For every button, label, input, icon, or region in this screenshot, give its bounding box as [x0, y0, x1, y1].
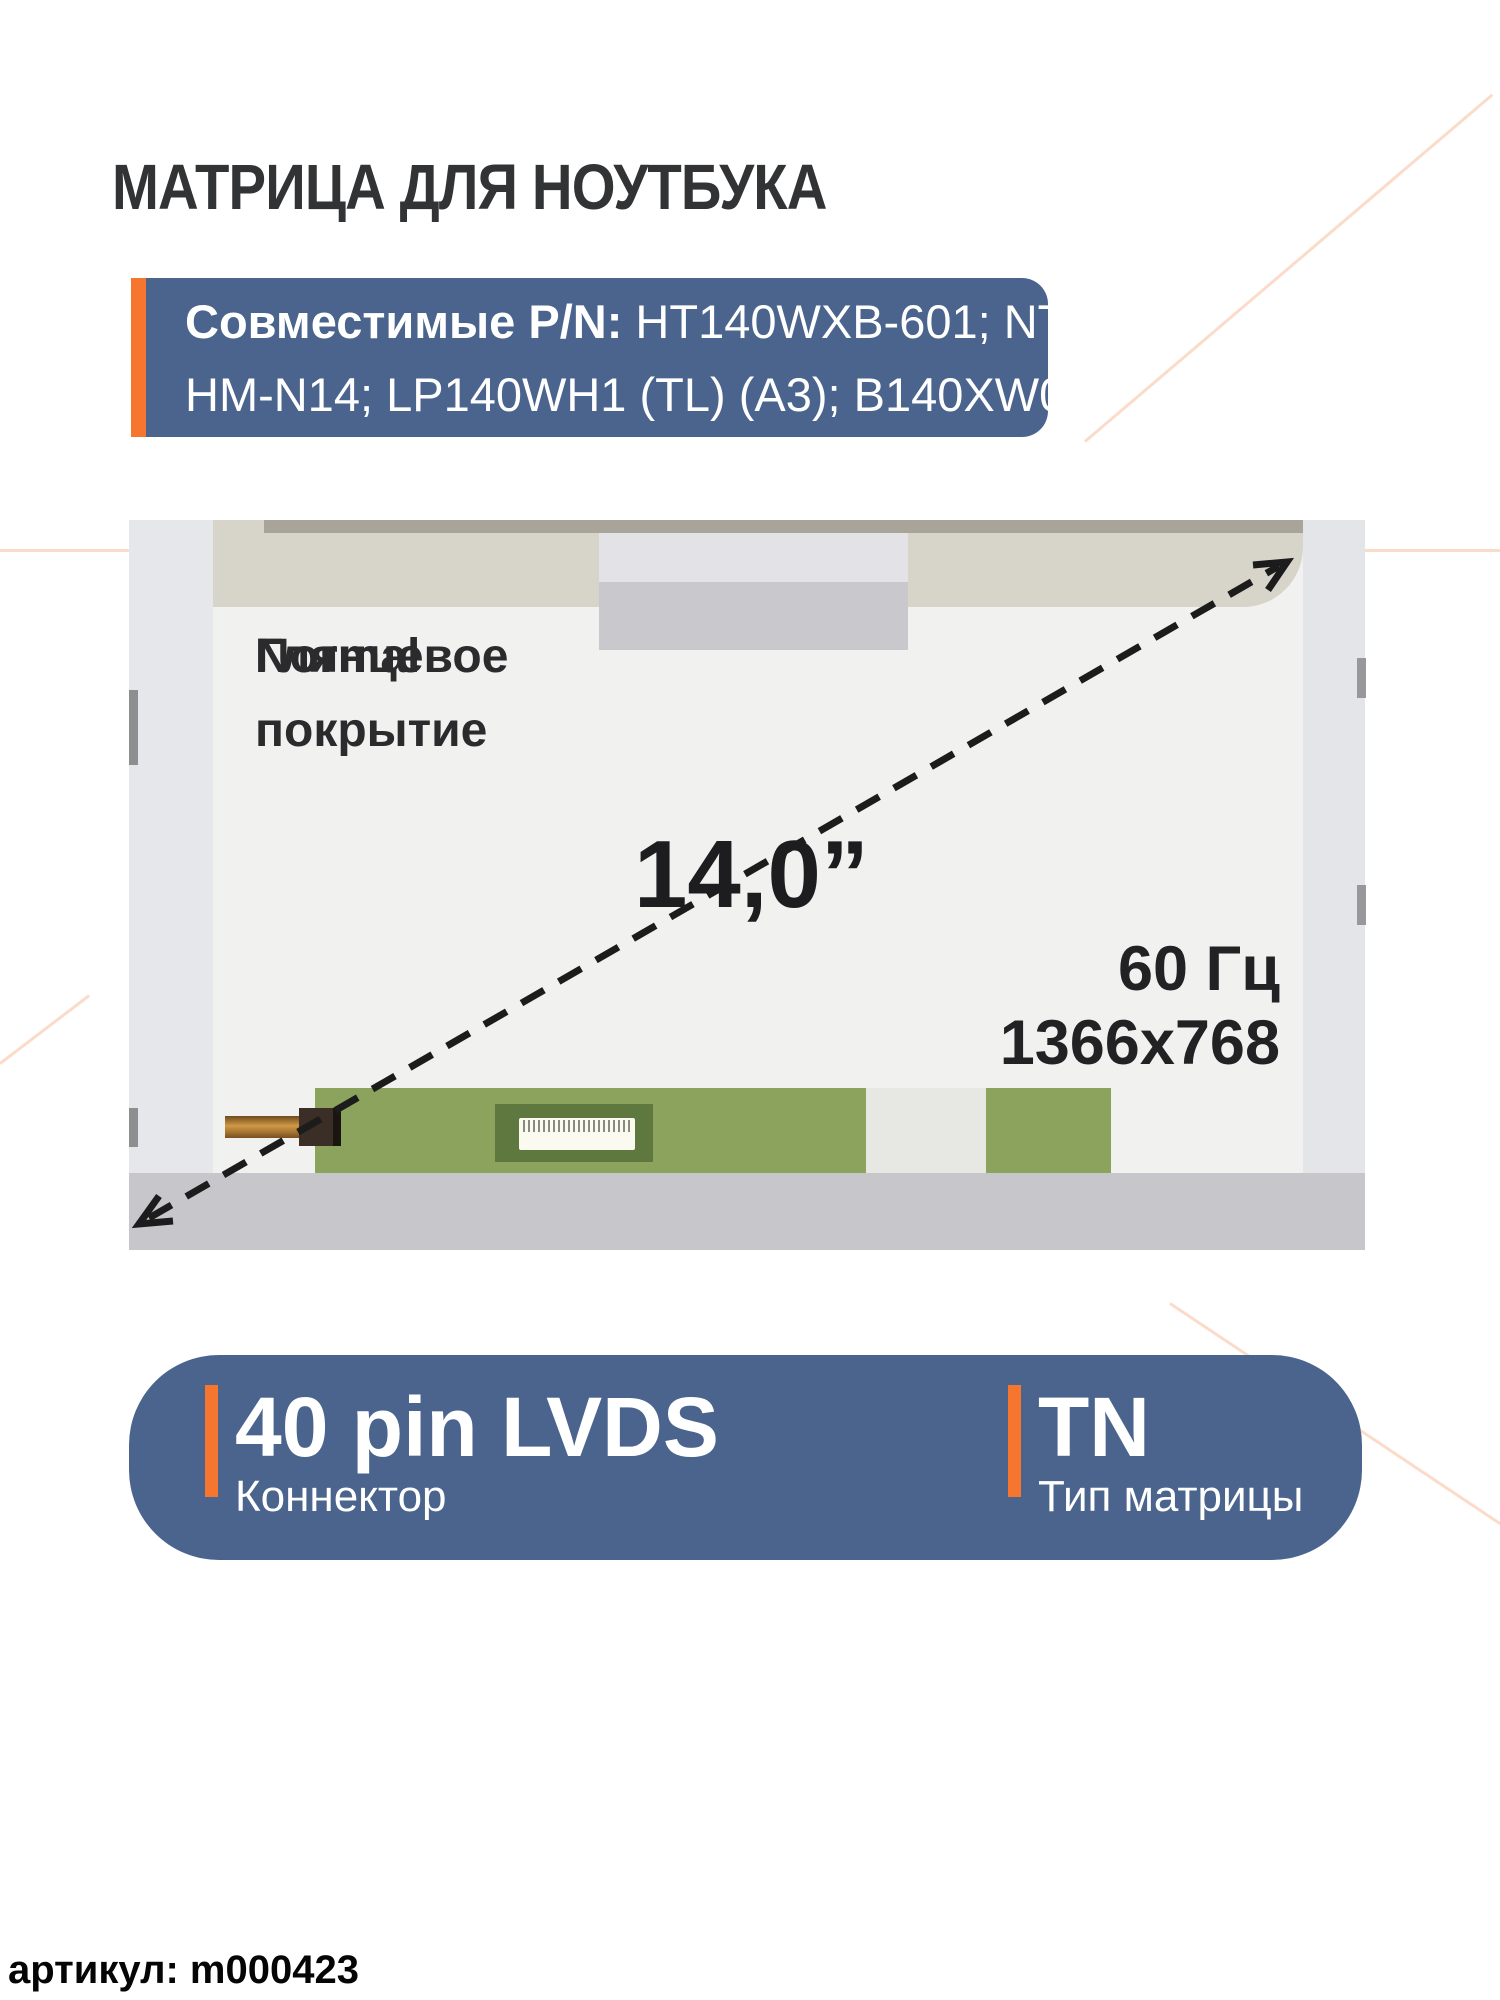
laptop-panel-illustration: Глянцевое покрытие Normal 14,0” 60 Гц 13… [129, 520, 1366, 1250]
page-title: МАТРИЦА ДЛЯ НОУТБУКА [112, 151, 827, 223]
spec-connector: 40 pin LVDS Коннектор [205, 1385, 719, 1521]
decorative-line [0, 994, 91, 1065]
ffc-connector [519, 1118, 635, 1150]
spec-accent-bar [1008, 1385, 1021, 1497]
refresh-rate-label: 60 Гц [1117, 934, 1280, 1004]
resolution-label: 1366x768 [999, 1008, 1280, 1078]
banner-accent-bar [131, 278, 146, 437]
mount-tab [129, 690, 138, 765]
spec-accent-bar [205, 1385, 218, 1497]
spec-value: TN [1038, 1380, 1150, 1474]
banner-partnumbers-1: HT140WXB-601; NT140W- [635, 295, 1048, 348]
diagonal-size-label: 14,0” [634, 821, 869, 928]
mount-tab [1357, 658, 1366, 698]
specs-summary-box: 40 pin LVDS Коннектор TN Тип матрицы [129, 1355, 1362, 1560]
mount-tab [1357, 885, 1366, 925]
compatibility-banner: Совместимые P/N: HT140WXB-601; NT140W- H… [131, 278, 1048, 437]
spec-text: TN Тип матрицы [1038, 1385, 1303, 1521]
connector-pins [523, 1120, 631, 1132]
panel-top-casing-left [213, 520, 599, 607]
sku-label: артикул: m000423 [8, 1948, 359, 1992]
coating-type: Глянцевое покрытие [255, 630, 509, 757]
panel-top-center-gray-block [599, 582, 908, 650]
diagonal-measure-arrow-icon [131, 557, 1295, 1229]
spec-text: 40 pin LVDS Коннектор [235, 1385, 719, 1521]
coating-finish: Normal [255, 630, 421, 683]
lvds-cable [225, 1116, 303, 1138]
panel-top-edge-strip [264, 520, 1303, 533]
spec-value: 40 pin LVDS [235, 1380, 719, 1474]
spec-matrix-type: TN Тип матрицы [1008, 1385, 1303, 1521]
banner-text: Совместимые P/N: HT140WXB-601; NT140W- H… [146, 278, 1048, 437]
lvds-plug-tip [333, 1108, 341, 1146]
panel-bottom-bezel [129, 1173, 1365, 1250]
banner-line1: Совместимые P/N: HT140WXB-601; NT140W- [185, 285, 1048, 358]
mount-tab [129, 1108, 138, 1147]
decorative-line [1084, 93, 1494, 443]
banner-partnumbers-2: HM-N14; LP140WH1 (TL) (A3); B140XW01 v.C… [185, 368, 1048, 421]
banner-line2: HM-N14; LP140WH1 (TL) (A3); B140XW01 v.C… [185, 358, 1048, 431]
panel-right-rail [1303, 520, 1365, 1173]
panel-left-rail [129, 520, 213, 1173]
spec-label: Коннектор [235, 1472, 447, 1521]
pcb-board-right [986, 1088, 1111, 1173]
banner-prefix: Совместимые P/N: [185, 295, 623, 348]
spec-label: Тип матрицы [1038, 1472, 1304, 1521]
